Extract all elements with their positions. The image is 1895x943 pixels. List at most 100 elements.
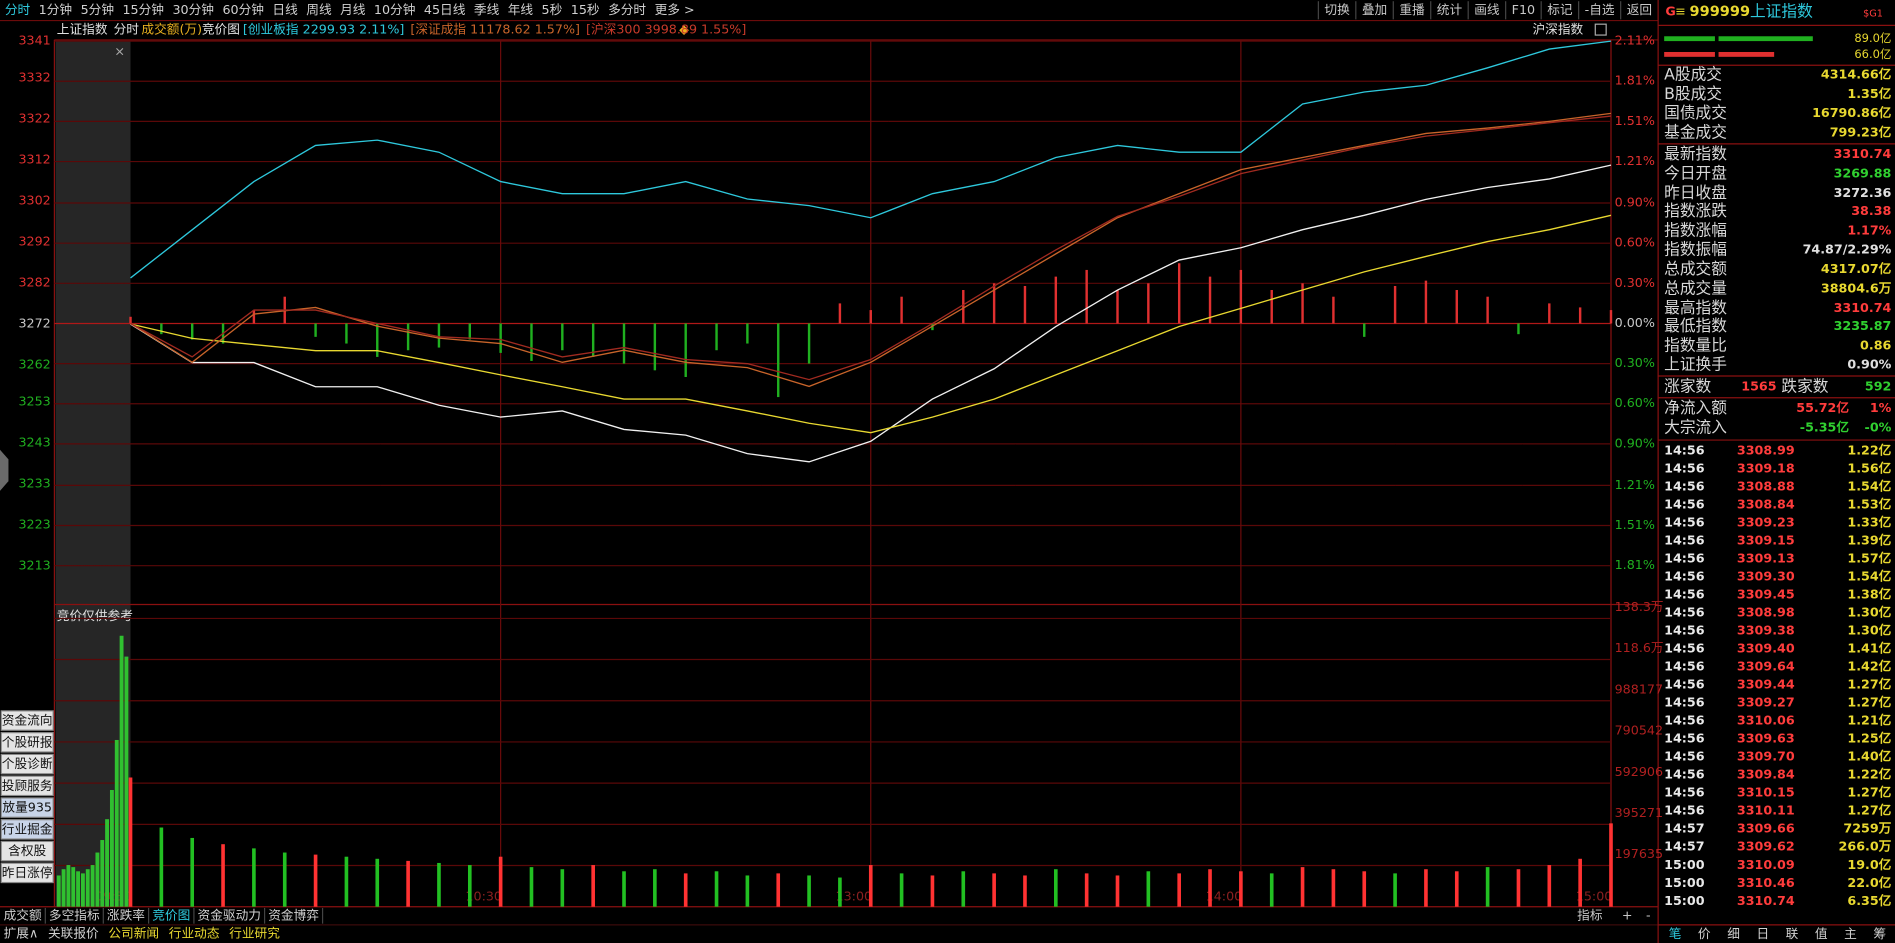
quote-tab[interactable]: 日: [1756, 926, 1769, 941]
period-tab[interactable]: 15分钟: [122, 2, 164, 17]
tab-control[interactable]: +: [1622, 907, 1633, 922]
stat-label: 昨日收盘: [1664, 183, 1727, 202]
volume-tick-label: 197635: [1615, 846, 1663, 861]
quote-tab[interactable]: 笔: [1669, 926, 1682, 941]
quote-tab[interactable]: 价: [1698, 926, 1711, 941]
view-name[interactable]: 竞价图: [202, 22, 240, 37]
extra-tab[interactable]: 行业动态: [169, 925, 220, 940]
chart-name: 上证指数: [57, 22, 108, 37]
side-button[interactable]: 资金流向: [2, 713, 53, 728]
indicator-tab[interactable]: 资金博弈: [268, 907, 319, 922]
side-button[interactable]: 投顾服务: [2, 778, 53, 793]
tool-button[interactable]: 返回: [1627, 2, 1652, 17]
quote-tab[interactable]: 联: [1786, 926, 1799, 941]
y2-tick-label: 0.60%: [1615, 395, 1655, 410]
tool-button[interactable]: F10: [1512, 2, 1535, 17]
trade-time: 14:56: [1664, 515, 1705, 530]
period-tab[interactable]: 年线: [508, 2, 534, 17]
tab-control[interactable]: -: [1646, 907, 1651, 922]
period-tab[interactable]: 日线: [272, 2, 298, 17]
extra-tab[interactable]: 扩展∧: [4, 925, 39, 940]
period-tab[interactable]: 多分时: [608, 2, 646, 17]
side-button-bg[interactable]: [0, 732, 54, 753]
indicator-name[interactable]: 成交额(万): [141, 22, 202, 37]
strength-value: 66.0亿: [1854, 47, 1891, 61]
indicator-tab[interactable]: 多空指标: [49, 907, 100, 922]
trade-price: 3308.84: [1737, 496, 1795, 511]
side-button[interactable]: 昨日涨停: [2, 865, 53, 880]
tool-button[interactable]: 切换: [1324, 2, 1350, 17]
indicator-tab[interactable]: 涨跌率: [107, 907, 145, 922]
stock-name: 上证指数: [1750, 2, 1813, 21]
indicator-tab[interactable]: 成交额: [4, 907, 42, 922]
tool-button[interactable]: -自选: [1585, 2, 1615, 17]
flow-ratio: 1%: [1870, 400, 1892, 415]
trade-price: 3309.13: [1737, 551, 1795, 566]
volume-bar: [776, 873, 781, 907]
period-tab[interactable]: 5秒: [542, 2, 563, 17]
quote-tab[interactable]: 筹: [1873, 926, 1886, 941]
side-button[interactable]: 含权股: [8, 843, 46, 858]
flow-bar: [1147, 283, 1150, 324]
side-button-bg[interactable]: [0, 797, 54, 818]
y2-tick-label: 1.81%: [1615, 557, 1655, 572]
auction-bar: [109, 790, 114, 907]
tab-control[interactable]: 指标: [1577, 907, 1603, 922]
period-tab[interactable]: 分时: [5, 2, 31, 17]
volume-bar: [1023, 875, 1027, 907]
indicator-tab[interactable]: 资金驱动力: [198, 907, 261, 922]
period-tab[interactable]: 15秒: [571, 2, 600, 17]
strength-bar: [1664, 36, 1715, 42]
quote-tab[interactable]: 主: [1844, 926, 1857, 941]
period-tab[interactable]: 30分钟: [172, 2, 214, 17]
extra-tab[interactable]: 公司新闻: [108, 925, 159, 940]
flow-bar: [1578, 307, 1582, 324]
close-button[interactable]: ×: [114, 43, 125, 58]
indicator-tab[interactable]: 竞价图: [152, 907, 190, 922]
period-tab[interactable]: 60分钟: [222, 2, 264, 17]
y-tick-label: 3253: [18, 393, 50, 408]
side-button[interactable]: 行业掘金: [2, 821, 53, 836]
group-name[interactable]: 沪深指数: [1532, 22, 1583, 37]
tool-button[interactable]: 统计: [1437, 2, 1463, 17]
flow-bar: [1332, 296, 1335, 324]
period-tab[interactable]: 月线: [340, 2, 366, 17]
period-tab[interactable]: 45日线: [424, 2, 466, 17]
flow-bar: [684, 323, 687, 377]
tool-button[interactable]: 标记: [1547, 2, 1573, 17]
y2-tick-label: 0.00%: [1615, 315, 1655, 330]
extra-tab[interactable]: 行业研究: [229, 925, 280, 940]
period-tab[interactable]: 季线: [474, 2, 500, 17]
header-icon: [679, 25, 689, 36]
side-toggle[interactable]: [0, 449, 9, 491]
side-button-bg[interactable]: [0, 862, 54, 884]
period-tab[interactable]: 1分钟: [39, 2, 72, 17]
y2-tick-label: 1.21%: [1615, 153, 1655, 168]
flow-bar: [653, 323, 657, 371]
flow-bar: [1363, 323, 1366, 337]
quote-tab[interactable]: 值: [1815, 926, 1828, 941]
period-tab[interactable]: 10分钟: [374, 2, 416, 17]
tool-button[interactable]: 叠加: [1362, 2, 1387, 17]
side-button[interactable]: 放量935: [2, 800, 52, 815]
quote-tab[interactable]: 细: [1727, 926, 1740, 941]
side-button-bg[interactable]: [0, 775, 54, 797]
auction-bar: [66, 865, 71, 907]
header-box[interactable]: [1594, 23, 1607, 36]
side-button[interactable]: 个股研报: [2, 734, 53, 749]
tool-button[interactable]: 重播: [1399, 2, 1425, 17]
extra-tab[interactable]: 关联报价: [48, 925, 99, 940]
side-button[interactable]: 个股诊断: [2, 756, 53, 771]
period-tab[interactable]: 周线: [306, 2, 332, 17]
period-tab[interactable]: 5分钟: [81, 2, 114, 17]
side-button-bg[interactable]: [0, 819, 54, 840]
stat-label: 指数量比: [1664, 335, 1727, 354]
menu-icon[interactable]: ≡: [1675, 4, 1686, 19]
tool-button[interactable]: 画线: [1474, 2, 1500, 17]
volume-bar: [1239, 871, 1243, 907]
side-button-bg[interactable]: [0, 840, 54, 862]
period-tab[interactable]: 更多 >: [655, 2, 695, 17]
side-button-bg[interactable]: [0, 710, 54, 731]
side-button-bg[interactable]: [0, 753, 54, 775]
